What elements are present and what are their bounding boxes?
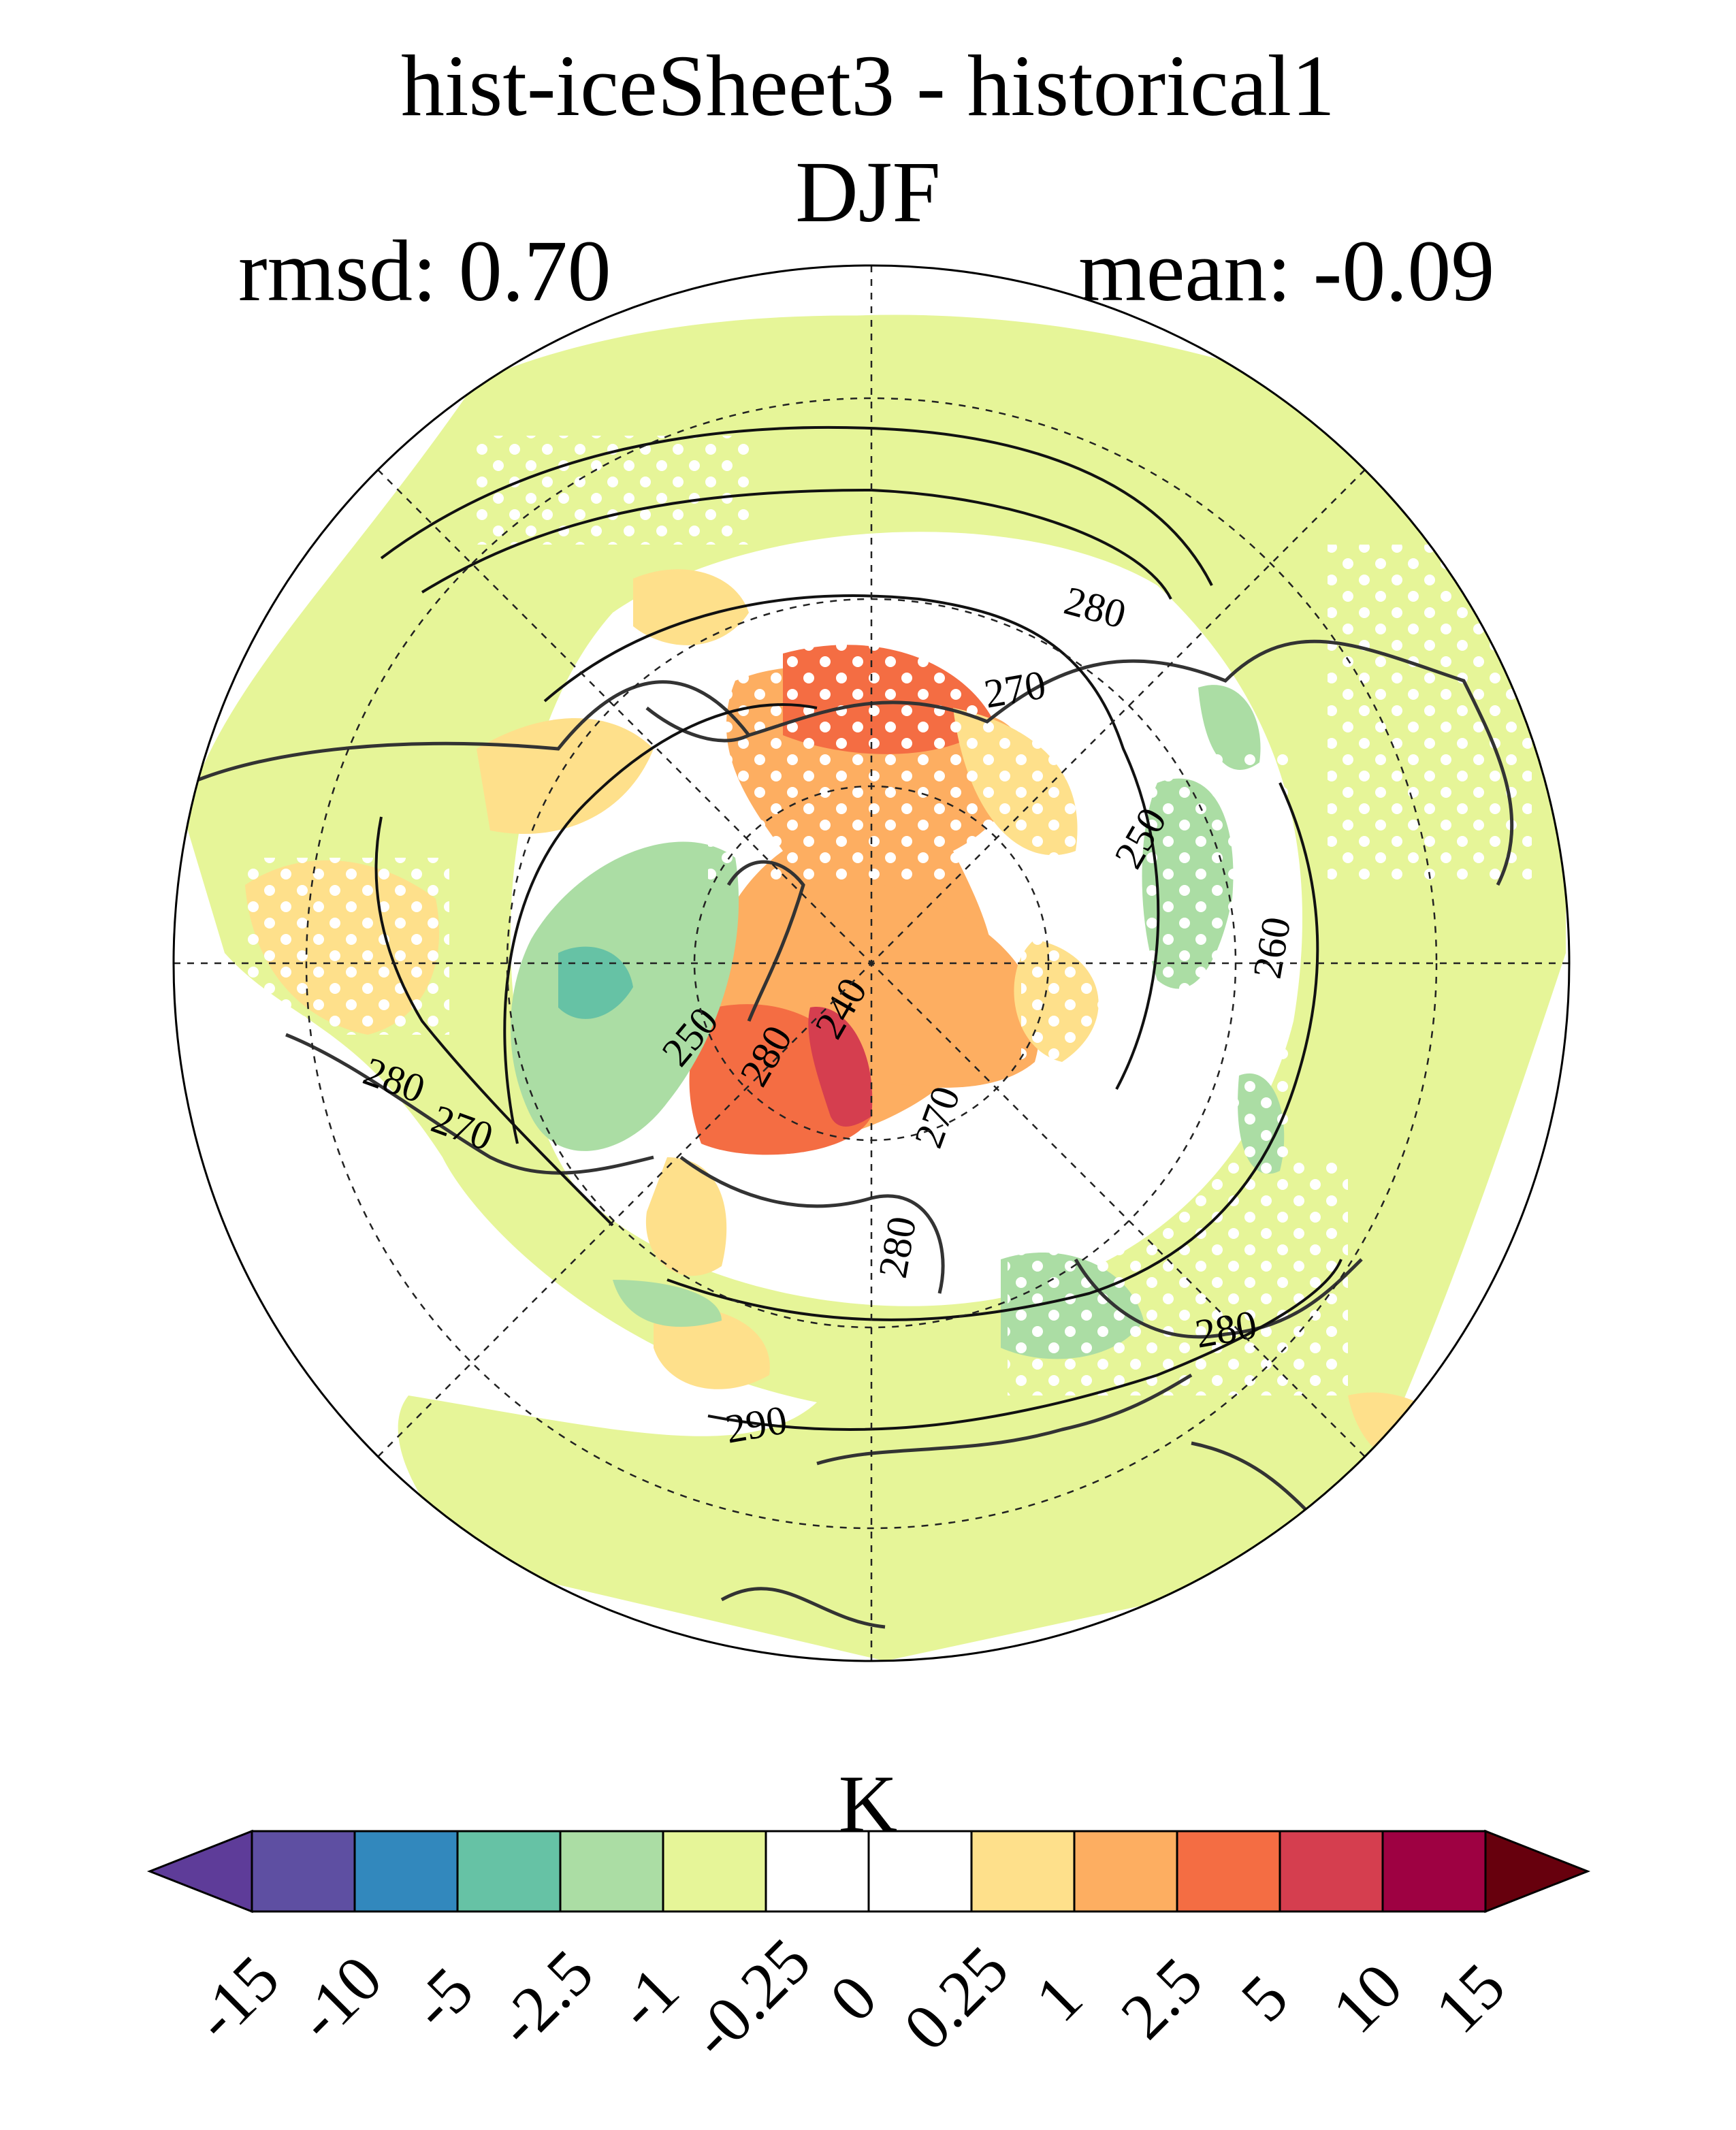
- colorbar-tick-label: 2.5: [1107, 1943, 1217, 2053]
- stippling: [245, 436, 1532, 1395]
- warm-anomaly-region: [813, 885, 1040, 1088]
- colorbar-tick-label: 10: [1318, 1949, 1416, 2047]
- colorbar-box: [662, 1830, 767, 1913]
- colorbar-box: [251, 1830, 356, 1913]
- figure-title: hist-iceSheet3 - historical1: [400, 37, 1336, 134]
- colorbar-tick-label: 0.25: [890, 1932, 1022, 2064]
- colorbar-box: [456, 1830, 562, 1913]
- colorbar-min-arrow: [146, 1829, 253, 1914]
- colorbar-box: [1381, 1830, 1487, 1913]
- colorbar-box: [353, 1830, 459, 1913]
- colorbar-box: [867, 1830, 973, 1913]
- colorbar-box: [1279, 1830, 1384, 1913]
- warm-anomaly-region: [633, 569, 749, 645]
- mean-label: mean: -0.09: [1078, 223, 1495, 319]
- colorbar-max-arrow: [1484, 1829, 1591, 1914]
- anomaly-region: [531, 314, 1328, 585]
- coastlines: [190, 639, 1514, 1629]
- contour-label: 280: [870, 1213, 925, 1281]
- colorbar-tick-label: 0: [816, 1960, 890, 2035]
- map-boundary: [172, 264, 1571, 1662]
- colorbar-box: [970, 1830, 1076, 1913]
- colorbar-box: [559, 1830, 664, 1913]
- season-label: DJF: [795, 144, 941, 240]
- cool-anomaly-region: [613, 1280, 722, 1327]
- colorbar-tick-label: -5: [397, 1953, 487, 2043]
- graticule: [174, 265, 1569, 1661]
- colorbar-box: [1176, 1830, 1281, 1913]
- temperature-contours: [374, 425, 1343, 1431]
- contour-label: 290: [722, 1397, 790, 1452]
- contour-label: 270: [981, 662, 1049, 717]
- colorbar-tick-label: -10: [283, 1941, 396, 2054]
- colorbar-tick-label: -2.5: [482, 1935, 607, 2060]
- contour-label: 280: [1192, 1302, 1260, 1357]
- warm-anomaly-region: [645, 1157, 727, 1276]
- rmsd-label: rmsd: 0.70: [238, 223, 611, 319]
- colorbar-box: [765, 1830, 870, 1913]
- colorbar-tick-label: -1: [602, 1953, 692, 2043]
- colorbar-tick-label: 15: [1421, 1949, 1519, 2047]
- cool-anomaly-region: [558, 946, 633, 1019]
- colorbar-tick-label: -15: [180, 1941, 293, 2054]
- contour-label: 260: [1244, 914, 1300, 982]
- colorbar-boxes: [146, 1829, 1591, 1914]
- warm-anomaly-region: [808, 1007, 873, 1127]
- colorbar-tick-label: -0.25: [676, 1924, 824, 2071]
- colorbar-tick-label: 1: [1021, 1960, 1096, 2035]
- colorbar-tick-label: 5: [1227, 1960, 1302, 2035]
- cool-anomaly-region: [1198, 685, 1261, 770]
- colorbar-box: [1073, 1830, 1178, 1913]
